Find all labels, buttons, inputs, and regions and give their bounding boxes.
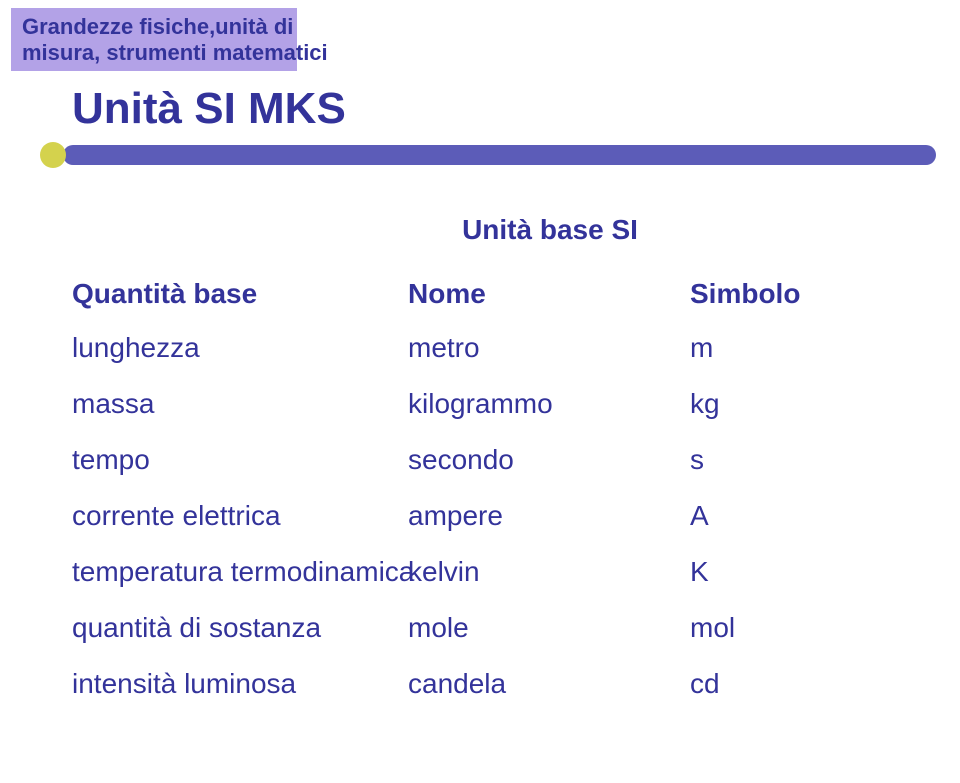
table-cell: cd: [690, 668, 720, 700]
slide-title: Unità SI MKS: [72, 84, 346, 134]
slide: Grandezze fisiche,unità di misura, strum…: [0, 0, 960, 783]
table-cell: candela: [408, 668, 506, 700]
table-cell: kelvin: [408, 556, 480, 588]
table-cell: lunghezza: [72, 332, 200, 364]
table-cell: m: [690, 332, 713, 364]
col-header-1: Nome: [408, 278, 486, 310]
table-cell: K: [690, 556, 709, 588]
table-cell: massa: [72, 388, 154, 420]
table-cell: intensità luminosa: [72, 668, 296, 700]
title-underline-bar: [63, 145, 936, 165]
table-caption: Unità base SI: [400, 214, 700, 246]
table-cell: mol: [690, 612, 735, 644]
table-cell: corrente elettrica: [72, 500, 281, 532]
table-cell: kg: [690, 388, 720, 420]
header-text: Grandezze fisiche,unità di misura, strum…: [22, 14, 328, 67]
table-cell: tempo: [72, 444, 150, 476]
col-header-0: Quantità base: [72, 278, 257, 310]
table-cell: kilogrammo: [408, 388, 553, 420]
header-line-1: Grandezze fisiche,unità di: [22, 14, 328, 40]
table-cell: temperatura termodinamica: [72, 556, 414, 588]
title-bullet-dot: [40, 142, 66, 168]
table-cell: mole: [408, 612, 469, 644]
col-header-2: Simbolo: [690, 278, 800, 310]
table-cell: ampere: [408, 500, 503, 532]
table-cell: quantità di sostanza: [72, 612, 321, 644]
table-cell: s: [690, 444, 704, 476]
table-cell: A: [690, 500, 709, 532]
table-cell: metro: [408, 332, 480, 364]
table-cell: secondo: [408, 444, 514, 476]
header-line-2: misura, strumenti matematici: [22, 40, 328, 66]
